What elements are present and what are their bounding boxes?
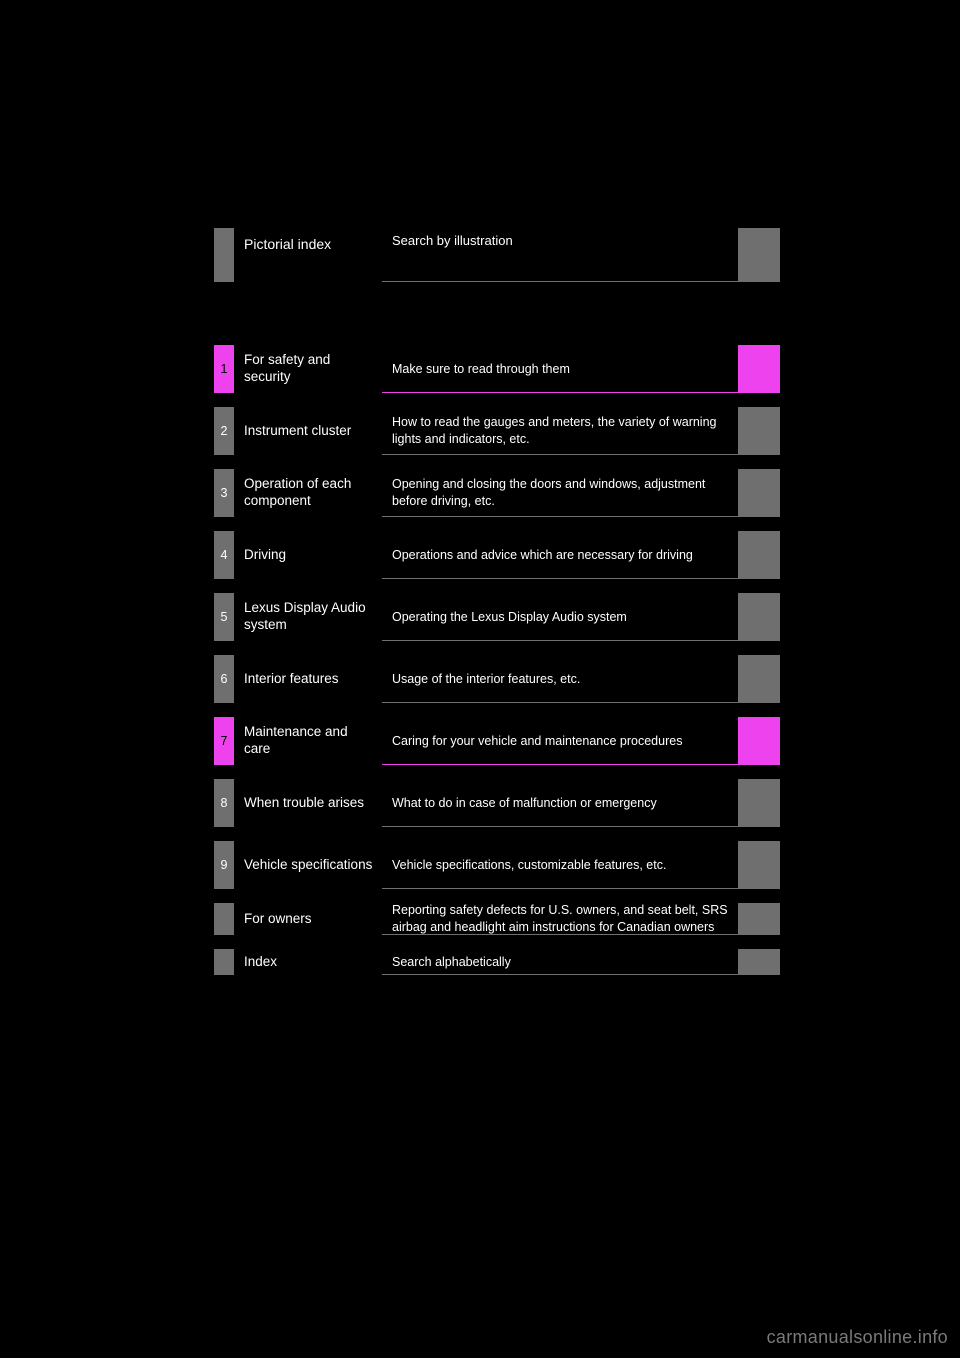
section-num-tab: 4 xyxy=(214,531,234,579)
section-num-tab: 3 xyxy=(214,469,234,517)
section-row[interactable]: 8When trouble arises What to do in case o… xyxy=(214,779,780,827)
section-tail xyxy=(738,469,780,517)
section-desc: Vehicle specifications, customizable fea… xyxy=(392,841,732,889)
section-tail xyxy=(738,531,780,579)
section-underline xyxy=(382,640,738,641)
section-tail xyxy=(738,407,780,455)
section-title: Interior features xyxy=(244,655,376,703)
sections-list: 1For safety and security Make sure to rea… xyxy=(214,345,780,975)
section-row[interactable]: 7Maintenance and care Caring for your veh… xyxy=(214,717,780,765)
section-num-tab: 6 xyxy=(214,655,234,703)
section-desc: How to read the gauges and meters, the v… xyxy=(392,407,732,455)
section-title: Maintenance and care xyxy=(244,717,376,765)
section-underline xyxy=(382,516,738,517)
section-desc: Opening and closing the doors and window… xyxy=(392,469,732,517)
section-title: Vehicle specifications xyxy=(244,841,376,889)
section-underline xyxy=(382,702,738,703)
section-desc: Reporting safety defects for U.S. owners… xyxy=(392,903,732,935)
pictorial-index-row[interactable]: Pictorial index Search by illustration xyxy=(214,228,780,282)
pictorial-index-underline xyxy=(382,281,738,282)
section-title: Instrument cluster xyxy=(244,407,376,455)
section-desc: Operating the Lexus Display Audio system xyxy=(392,593,732,641)
section-desc: Search alphabetically xyxy=(392,949,732,975)
section-tail xyxy=(738,345,780,393)
watermark-text: carmanualsonline.info xyxy=(767,1327,948,1348)
section-underline xyxy=(382,578,738,579)
pictorial-index-desc-text: Search by illustration xyxy=(392,233,513,248)
section-desc: Caring for your vehicle and maintenance … xyxy=(392,717,732,765)
section-row[interactable]: 6Interior features Usage of the interior … xyxy=(214,655,780,703)
section-underline xyxy=(382,826,738,827)
section-underline xyxy=(382,392,738,393)
section-desc: What to do in case of malfunction or eme… xyxy=(392,779,732,827)
section-underline xyxy=(382,454,738,455)
section-num-tab: 2 xyxy=(214,407,234,455)
pictorial-index-tail xyxy=(738,228,780,282)
section-title: For owners xyxy=(244,903,376,935)
section-title: Driving xyxy=(244,531,376,579)
section-num-tab xyxy=(214,949,234,975)
section-num-tab: 8 xyxy=(214,779,234,827)
section-title: Lexus Display Audio system xyxy=(244,593,376,641)
section-desc: Usage of the interior features, etc. xyxy=(392,655,732,703)
section-row[interactable]: For owners Reporting safety defects for U… xyxy=(214,903,780,935)
section-num-tab xyxy=(214,903,234,935)
section-underline xyxy=(382,888,738,889)
section-num-tab: 9 xyxy=(214,841,234,889)
section-title: Index xyxy=(244,949,376,975)
section-row[interactable]: Index Search alphabetically xyxy=(214,949,780,975)
pictorial-index-label: Pictorial index xyxy=(244,236,374,254)
section-num-tab: 7 xyxy=(214,717,234,765)
section-row[interactable]: 5Lexus Display Audio system Operating the… xyxy=(214,593,780,641)
section-row[interactable]: 9Vehicle specifications Vehicle specifica… xyxy=(214,841,780,889)
section-tail xyxy=(738,903,780,935)
section-underline xyxy=(382,764,738,765)
section-title: Operation of each component xyxy=(244,469,376,517)
section-num-tab: 1 xyxy=(214,345,234,393)
section-row[interactable]: 2Instrument cluster How to read the gauge… xyxy=(214,407,780,455)
section-tail xyxy=(738,655,780,703)
pictorial-index-tab xyxy=(214,228,234,282)
page-root: Pictorial index Search by illustration 1… xyxy=(0,0,960,1358)
section-tail xyxy=(738,779,780,827)
section-desc: Make sure to read through them xyxy=(392,345,732,393)
section-tail xyxy=(738,949,780,975)
section-row[interactable]: 4Driving Operations and advice which are … xyxy=(214,531,780,579)
section-underline xyxy=(382,974,738,975)
section-title: When trouble arises xyxy=(244,779,376,827)
section-tail xyxy=(738,717,780,765)
section-tail xyxy=(738,593,780,641)
section-underline xyxy=(382,934,738,935)
section-desc: Operations and advice which are necessar… xyxy=(392,531,732,579)
section-row[interactable]: 3Operation of each component Opening and … xyxy=(214,469,780,517)
section-row[interactable]: 1For safety and security Make sure to rea… xyxy=(214,345,780,393)
section-tail xyxy=(738,841,780,889)
section-title: For safety and security xyxy=(244,345,376,393)
pictorial-index-desc: Search by illustration xyxy=(392,232,732,251)
section-num-tab: 5 xyxy=(214,593,234,641)
